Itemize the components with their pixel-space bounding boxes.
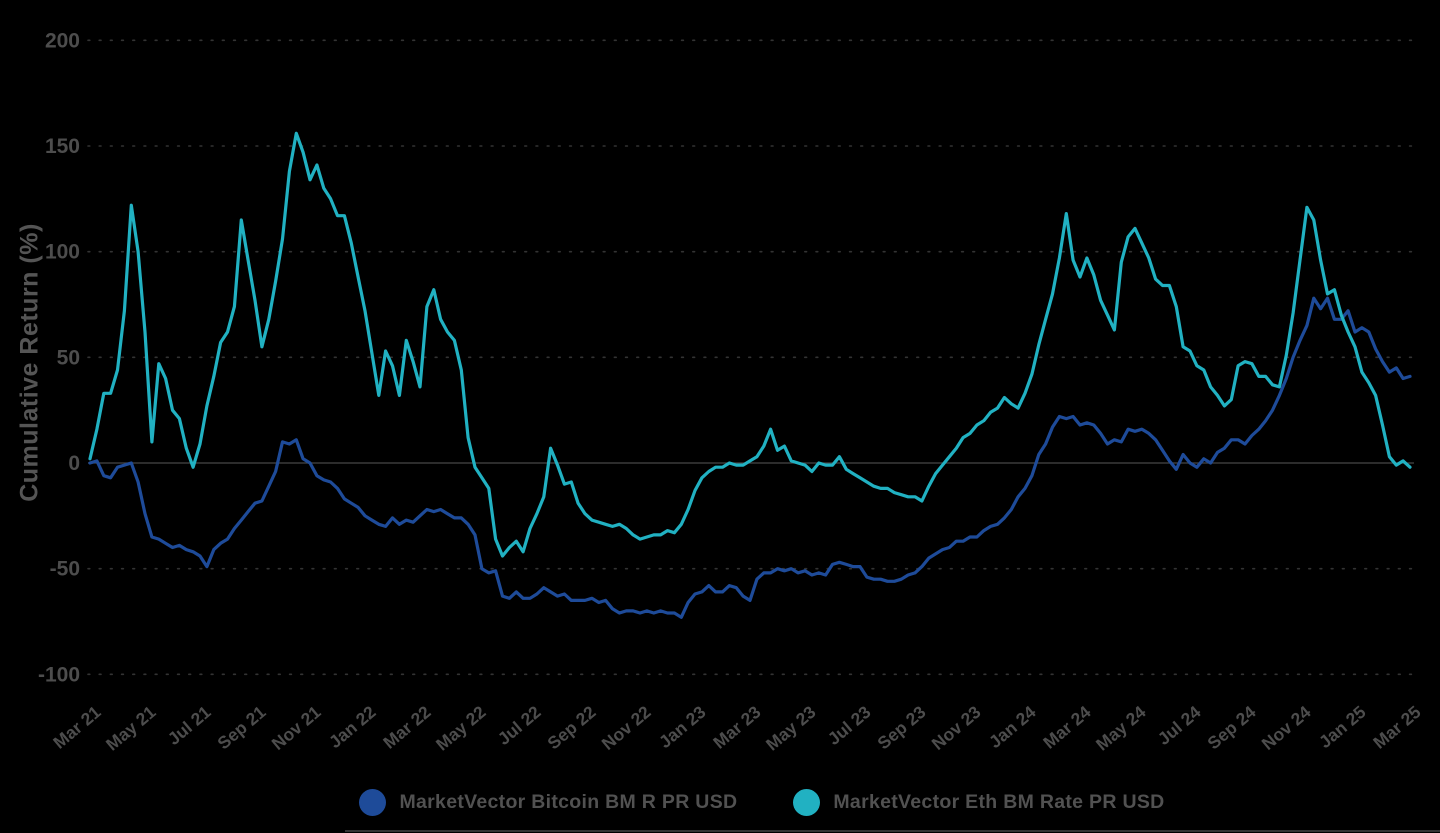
- eth-series-line: [88, 131, 1412, 558]
- x-tick-label: Jan 25: [1315, 702, 1370, 753]
- x-tick-label: May 24: [1092, 702, 1150, 755]
- x-tick-label: Mar 24: [1039, 702, 1095, 753]
- x-tick-label: Sep 22: [543, 702, 599, 754]
- bottom-divider: [345, 830, 1440, 832]
- y-tick-label: 100: [45, 241, 80, 264]
- bitcoin-series-dot-icon: [359, 789, 387, 816]
- x-tick-label: May 21: [102, 702, 160, 755]
- x-tick-label: Nov 24: [1258, 702, 1315, 754]
- x-tick-label: May 23: [762, 702, 820, 755]
- x-tick-label: Jul 23: [824, 702, 875, 749]
- legend-label-eth: MarketVector Eth BM Rate PR USD: [833, 791, 1165, 813]
- x-tick-label: Mar 23: [709, 702, 765, 753]
- bitcoin-series-line: [88, 296, 1412, 619]
- x-tick-label: Jul 22: [494, 702, 545, 749]
- x-tick-label: Nov 22: [598, 702, 655, 754]
- x-tick-label: Mar 21: [49, 702, 105, 753]
- x-tick-label: Jan 23: [655, 702, 710, 753]
- x-tick-label: Jul 24: [1154, 702, 1205, 749]
- y-tick-label: -100: [38, 663, 80, 686]
- x-tick-label: Jan 24: [985, 702, 1040, 753]
- legend-item-bitcoin[interactable]: MarketVector Bitcoin BM R PR USD: [359, 789, 737, 816]
- x-tick-label: Sep 24: [1203, 702, 1259, 754]
- legend: MarketVector Bitcoin BM R PR USD MarketV…: [42, 789, 1440, 816]
- y-tick-label: 50: [57, 346, 80, 369]
- x-tick-label: Sep 23: [873, 702, 929, 754]
- y-tick-label: -50: [50, 558, 80, 581]
- y-tick-label: 150: [45, 135, 80, 158]
- x-tick-label: Sep 21: [213, 702, 269, 754]
- legend-label-bitcoin: MarketVector Bitcoin BM R PR USD: [399, 791, 738, 813]
- x-tick-label: Nov 21: [268, 702, 325, 754]
- y-tick-label: 0: [68, 452, 80, 475]
- x-tick-label: Mar 22: [379, 702, 435, 753]
- y-axis-title: Cumulative Return (%): [15, 223, 44, 502]
- x-tick-label: Jan 22: [325, 702, 380, 753]
- x-tick-label: Jul 21: [164, 702, 215, 749]
- legend-item-eth[interactable]: MarketVector Eth BM Rate PR USD: [793, 789, 1164, 816]
- x-tick-label: May 22: [432, 702, 490, 755]
- x-tick-label: Mar 25: [1369, 702, 1425, 753]
- eth-series-dot-icon: [793, 789, 821, 816]
- x-tick-label: Nov 23: [928, 702, 985, 754]
- y-tick-label: 200: [45, 29, 80, 52]
